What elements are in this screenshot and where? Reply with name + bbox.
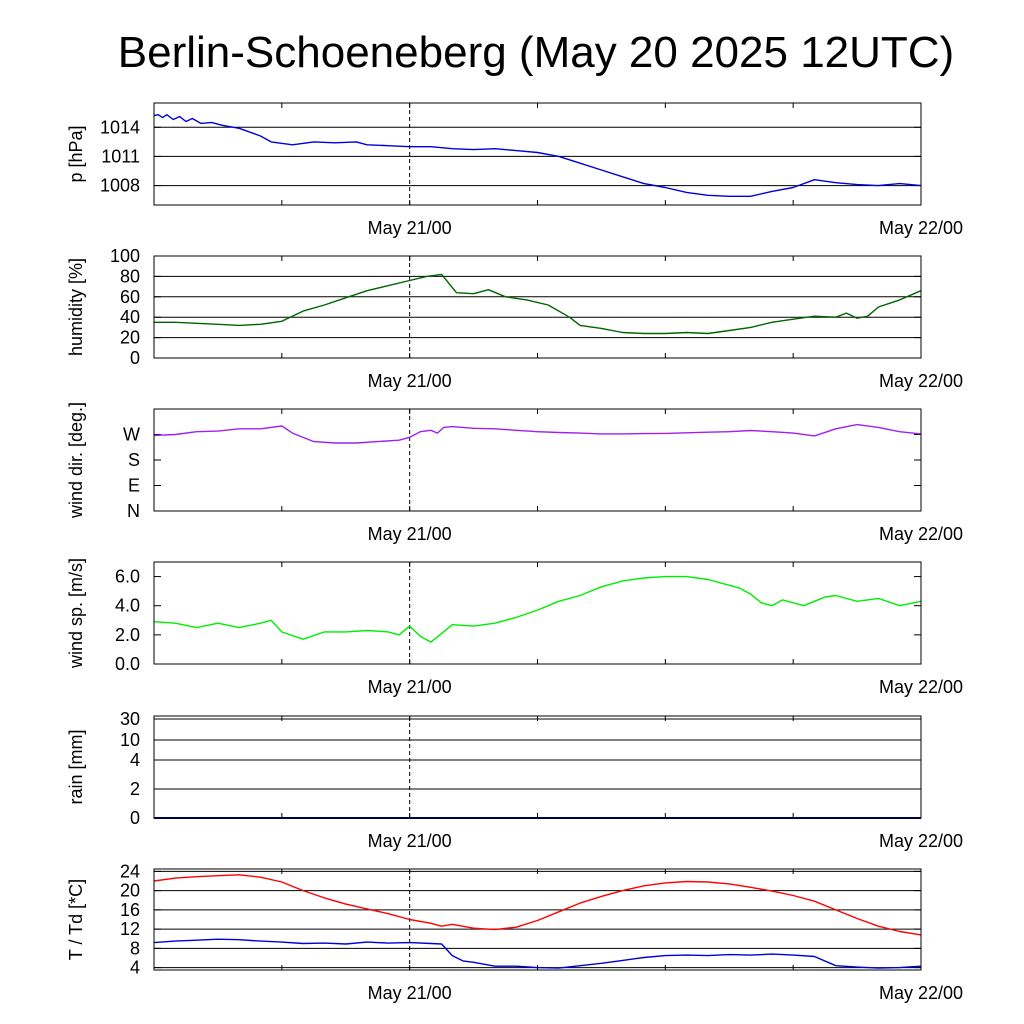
y-tick-label: W: [123, 425, 140, 445]
x-tick-label: May 21/00: [368, 831, 452, 851]
y-tick-label: S: [128, 450, 140, 470]
y-tick-label: 8: [130, 938, 140, 958]
y-axis-label: T / Td [*C]: [66, 879, 86, 960]
y-tick-label: 0.0: [115, 654, 140, 674]
y-tick-label: 1014: [100, 117, 140, 137]
y-tick-label: 4: [130, 750, 140, 770]
panel-frame: [153, 255, 922, 359]
y-tick-label: 10: [120, 730, 140, 750]
y-tick-label: 30: [120, 709, 140, 729]
y-tick-label: 0: [130, 348, 140, 368]
y-tick-label: 4.0: [115, 596, 140, 616]
x-tick-label: May 22/00: [879, 831, 963, 851]
panel-frame: [153, 408, 922, 512]
y-tick-label: 12: [120, 919, 140, 939]
x-tick-label: May 21/00: [368, 524, 452, 544]
panel-frame: [153, 868, 922, 971]
y-axis-label: rain [mm]: [66, 729, 86, 804]
y-tick-label: 24: [120, 861, 140, 881]
y-axis-label: wind sp. [m/s]: [66, 558, 86, 669]
x-tick-label: May 21/00: [368, 371, 452, 391]
y-tick-label: 60: [120, 287, 140, 307]
series-line-2: [153, 938, 922, 969]
panel-frame: [153, 102, 922, 206]
y-tick-label: 20: [120, 881, 140, 901]
panel-wind-speed: 0.0 2.0 4.0 6.0 wind sp. [m/s] May 21/00 May 2…: [66, 558, 963, 697]
x-tick-label: May 22/00: [879, 218, 963, 238]
y-tick-label: 4: [130, 958, 140, 978]
chart-title: Berlin-Schoeneberg (May 20 2025 12UTC): [118, 28, 954, 77]
y-tick-label: 20: [120, 328, 140, 348]
y-tick-label: 6.0: [115, 567, 140, 587]
y-tick-label: 100: [110, 246, 140, 266]
series-line-1: [154, 273, 922, 335]
panel-pressure: 1008 1011 1014 p [hPa] May 21/00 May 22/00: [66, 102, 963, 238]
y-tick-label: 1011: [101, 146, 140, 166]
y-axis-label: wind dir. [deg.]: [66, 402, 86, 519]
x-tick-label: May 21/00: [368, 677, 452, 697]
y-tick-label: 2: [130, 779, 140, 799]
y-tick-label: 1008: [100, 176, 140, 196]
y-axis-label: humidity [%]: [66, 258, 86, 356]
y-tick-label: 40: [120, 307, 140, 327]
y-tick-label: 0: [130, 808, 140, 828]
y-tick-label: N: [127, 501, 140, 521]
panel-frame: [153, 715, 922, 819]
x-tick-label: May 22/00: [879, 677, 963, 697]
panel-frame: [153, 561, 922, 665]
y-tick-label: 2.0: [115, 625, 140, 645]
x-tick-label: May 21/00: [368, 983, 452, 1003]
series-line-1: [153, 113, 922, 198]
y-tick-label: 80: [120, 266, 140, 286]
y-axis-label: p [hPa]: [66, 125, 86, 182]
x-tick-label: May 21/00: [368, 218, 452, 238]
y-tick-label: 16: [120, 900, 140, 920]
x-tick-label: May 22/00: [879, 983, 963, 1003]
series-line-1: [153, 575, 922, 643]
y-tick-label: E: [128, 476, 140, 496]
series-line-1: [153, 423, 922, 444]
x-tick-label: May 22/00: [879, 524, 963, 544]
series-line-1: [153, 874, 922, 936]
x-tick-label: May 22/00: [879, 371, 963, 391]
